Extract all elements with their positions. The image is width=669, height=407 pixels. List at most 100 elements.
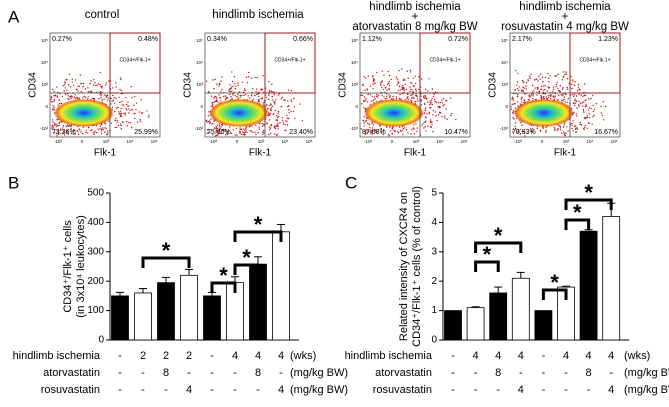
dot [277, 94, 280, 97]
dot [258, 128, 261, 130]
bar [157, 282, 175, 341]
dot [275, 134, 278, 136]
condition-unit: (wks) [624, 350, 650, 362]
dot [215, 97, 218, 99]
condition-value: - [474, 384, 478, 396]
dot [426, 113, 428, 115]
dot [114, 110, 116, 113]
dot [104, 131, 106, 133]
condition-value: - [210, 350, 214, 362]
dot [376, 71, 378, 74]
dot [442, 97, 445, 100]
dot [116, 126, 118, 129]
dot [529, 75, 531, 77]
dot [561, 88, 564, 90]
dot [224, 129, 227, 131]
dot [571, 127, 573, 130]
dot [399, 93, 401, 96]
dot [593, 114, 595, 117]
condition-value: - [256, 384, 260, 396]
dot [113, 97, 116, 99]
dot [512, 131, 514, 133]
dot [367, 122, 369, 125]
dot [409, 90, 411, 93]
dot [95, 84, 97, 87]
dot [382, 133, 384, 136]
dot [582, 110, 585, 112]
condition-unit: (mg/kg BW) [290, 384, 348, 396]
condition-value: - [233, 367, 237, 379]
dot [250, 77, 253, 79]
dot [432, 130, 434, 133]
dot [557, 128, 559, 130]
dot [575, 131, 577, 133]
dot [415, 90, 417, 92]
dot [71, 96, 74, 98]
dot [366, 129, 368, 132]
dot [385, 95, 388, 98]
quadrant-percent: 2.17% [512, 36, 532, 43]
dot [367, 75, 369, 77]
dot [562, 95, 564, 97]
dot [518, 131, 520, 133]
dot [268, 91, 271, 93]
plot-title: + [412, 11, 419, 23]
quadrant-percent: 16.67% [594, 129, 618, 136]
dot [100, 85, 102, 88]
dot [87, 87, 89, 89]
dot [74, 133, 77, 135]
dot [407, 77, 409, 80]
dot [432, 95, 435, 98]
dot [539, 78, 541, 80]
dot [519, 128, 522, 131]
dot [527, 79, 529, 81]
y-tick-label: 400 [87, 217, 104, 228]
dot [79, 74, 82, 76]
dot [572, 102, 575, 105]
dot [98, 98, 100, 100]
dot [255, 124, 257, 127]
dot [364, 130, 366, 132]
dot [391, 132, 393, 134]
dot [281, 117, 284, 119]
dot [586, 116, 588, 119]
dot [76, 96, 79, 99]
dot [572, 95, 575, 98]
dot [512, 99, 515, 102]
dot [578, 88, 580, 90]
dot [148, 114, 150, 117]
x-tick-label: -10³ [364, 139, 373, 144]
dot [126, 109, 128, 111]
dot [540, 73, 542, 75]
dot [293, 106, 296, 108]
dot [435, 115, 437, 117]
dot [215, 126, 218, 128]
dot [231, 71, 233, 73]
y-tick-label: 10⁵ [501, 38, 508, 43]
dot [66, 124, 69, 126]
condition-value: - [542, 367, 546, 379]
dot [433, 93, 435, 95]
condition-value: 4 [278, 384, 284, 396]
dot [362, 119, 364, 122]
dot [233, 83, 236, 85]
plot-title: control [85, 9, 120, 21]
dot [524, 135, 526, 137]
condition-value: - [233, 384, 237, 396]
dot [262, 75, 265, 77]
y-tick-label: 5 [431, 188, 437, 199]
dot [516, 95, 519, 98]
dot [538, 75, 540, 78]
dot [215, 129, 218, 131]
quadrant-percent: 1.23% [598, 36, 618, 43]
dot [562, 93, 564, 96]
dot [372, 80, 375, 83]
x-tick-label: 0 [81, 139, 84, 144]
dot [391, 128, 393, 130]
dot [248, 71, 250, 74]
dot [582, 108, 585, 111]
dot [217, 134, 219, 136]
bar [134, 292, 152, 341]
dot [567, 130, 569, 132]
dot [299, 103, 301, 105]
